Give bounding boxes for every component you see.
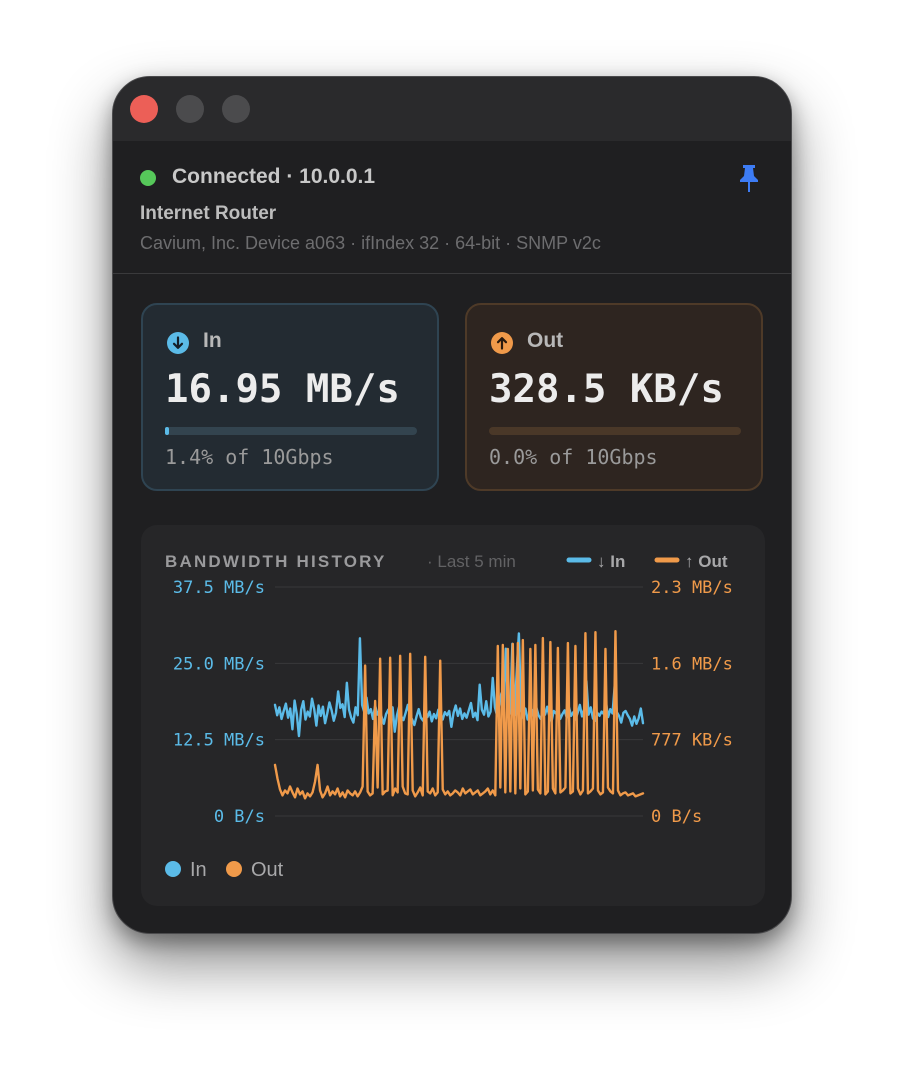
status-indicator — [140, 170, 156, 186]
legend-bottom-out-dot — [226, 861, 242, 877]
device-detail: Cavium, Inc. Device a063 · ifIndex 32 · … — [140, 233, 601, 253]
connection-status: Connected · 10.0.0.1 — [172, 165, 376, 188]
left-tick-label: 0 B/s — [214, 807, 265, 827]
series-line-out — [273, 630, 645, 800]
inbound-utilization-fill — [165, 427, 169, 435]
outbound-label: Out — [527, 329, 564, 352]
inbound-label: In — [203, 329, 222, 352]
chart-series — [273, 630, 645, 800]
legend-bottom-in-dot — [165, 861, 181, 877]
left-tick-label: 25.0 MB/s — [173, 654, 265, 674]
minimize-button[interactable] — [176, 95, 204, 123]
zoom-button[interactable] — [222, 95, 250, 123]
legend-out-label: ↑ Out — [685, 552, 728, 571]
chart-grid — [275, 586, 643, 817]
device-name: Internet Router — [140, 203, 277, 224]
left-tick-label: 37.5 MB/s — [173, 578, 265, 598]
right-tick-label: 2.3 MB/s — [651, 578, 733, 598]
close-button[interactable] — [130, 95, 158, 123]
left-tick-label: 12.5 MB/s — [173, 731, 265, 751]
arrow-down-circle-icon — [167, 332, 189, 354]
legend-in-label: ↓ In — [597, 552, 625, 571]
history-subtitle: · Last 5 min — [427, 552, 516, 571]
app-window: Connected · 10.0.0.1 Internet Router Cav… — [112, 76, 792, 934]
arrow-up-circle-icon — [491, 332, 513, 354]
outbound-card: Out 328.5 KB/s 0.0% of 10Gbps — [465, 303, 763, 491]
outbound-rate: 328.5 KB/s — [489, 367, 724, 412]
history-title: BANDWIDTH HISTORY — [165, 552, 387, 571]
bandwidth-chart: BANDWIDTH HISTORY · Last 5 min ↓ In ↑ Ou… — [165, 552, 733, 881]
right-tick-label: 0 B/s — [651, 807, 702, 827]
right-axis-ticks: 2.3 MB/s 1.6 MB/s 777 KB/s 0 B/s — [651, 578, 733, 827]
inbound-card: In 16.95 MB/s 1.4% of 10Gbps — [141, 303, 439, 491]
bandwidth-history-panel: BANDWIDTH HISTORY · Last 5 min ↓ In ↑ Ou… — [141, 525, 765, 906]
legend-bottom-out-label: Out — [251, 859, 284, 881]
left-axis-ticks: 37.5 MB/s 25.0 MB/s 12.5 MB/s 0 B/s — [173, 578, 265, 827]
inbound-utilization-text: 1.4% of 10Gbps — [165, 445, 334, 469]
connection-header — [113, 141, 791, 274]
outbound-utilization-bar — [489, 427, 741, 435]
legend-bottom-in-label: In — [190, 859, 207, 881]
inbound-rate: 16.95 MB/s — [165, 367, 400, 412]
inbound-utilization-bar — [165, 427, 417, 435]
pin-icon[interactable] — [737, 163, 761, 193]
series-line-in — [273, 632, 645, 738]
title-bar — [113, 77, 791, 141]
outbound-utilization-text: 0.0% of 10Gbps — [489, 445, 658, 469]
right-tick-label: 777 KB/s — [651, 731, 733, 751]
right-tick-label: 1.6 MB/s — [651, 655, 733, 675]
